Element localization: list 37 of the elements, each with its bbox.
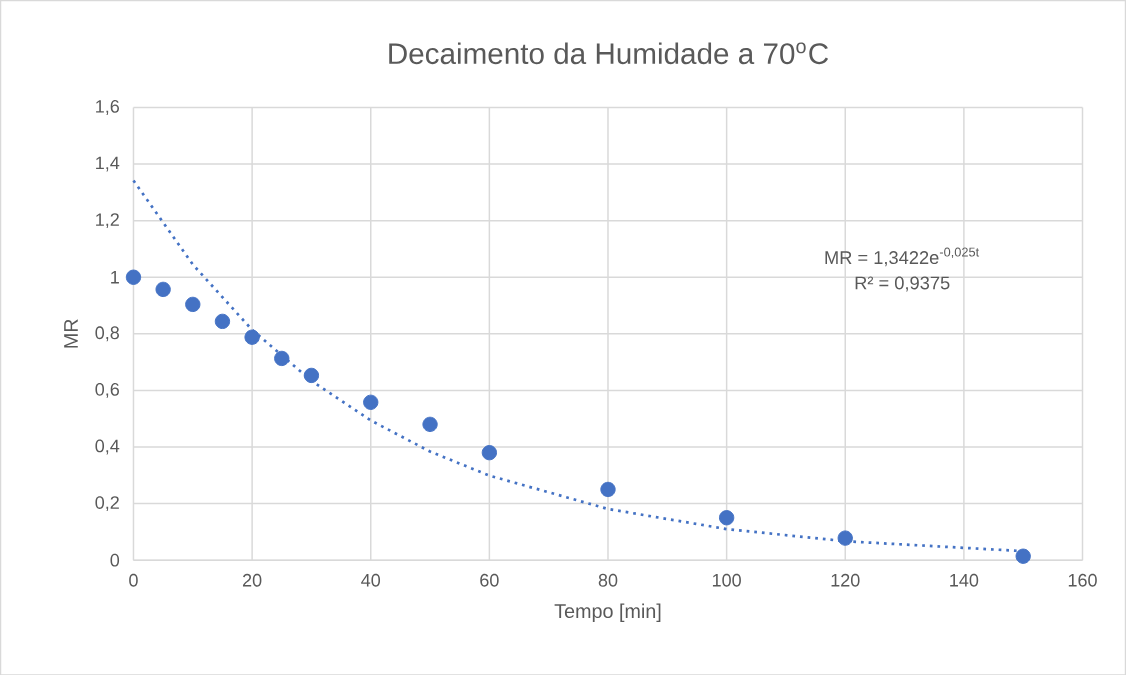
point xyxy=(303,367,320,383)
point xyxy=(185,296,201,312)
point xyxy=(363,394,379,410)
x-tick-label: 120 xyxy=(831,573,860,587)
y-tick-label: 0,2 xyxy=(95,495,119,511)
y-tick-label: 0,6 xyxy=(95,382,119,398)
point xyxy=(600,481,616,497)
y-tick-label: 0,8 xyxy=(95,326,119,342)
y-axis-title: MR xyxy=(64,319,78,348)
x-tick-label: 140 xyxy=(950,573,979,587)
y-tick-label: 1 xyxy=(111,270,119,284)
point xyxy=(481,444,498,461)
x-axis-title: Tempo [min] xyxy=(554,603,661,622)
x-tick-label: 20 xyxy=(242,573,262,587)
y-tick-label: 1,2 xyxy=(96,213,119,228)
y-tick-label: 1,4 xyxy=(96,156,120,172)
x-tick-label: 100 xyxy=(712,573,741,587)
point xyxy=(837,530,853,546)
x-tick-label: 60 xyxy=(480,573,499,587)
y-tick-label: 0 xyxy=(110,553,120,567)
x-tick-label: 160 xyxy=(1068,573,1097,587)
point xyxy=(718,509,735,526)
point xyxy=(422,416,438,432)
y-tick-label: 1,6 xyxy=(96,99,119,115)
annotation: MR = 1,3422e$^{-0,025t}$ xyxy=(825,247,980,267)
point xyxy=(274,350,290,366)
x-tick-label: 40 xyxy=(361,573,381,587)
point xyxy=(125,269,142,285)
point xyxy=(1015,548,1031,564)
x-tick-label: 80 xyxy=(598,573,618,587)
annotation: R² = 0,9375 xyxy=(855,276,950,292)
chart-title: Decaimento da Humidade a 70$^{o}$C xyxy=(389,42,829,64)
y-tick-label: 0,4 xyxy=(95,439,120,455)
point xyxy=(155,281,171,297)
point xyxy=(244,329,260,345)
x-tick-label: 0 xyxy=(129,573,138,587)
point xyxy=(214,313,231,329)
